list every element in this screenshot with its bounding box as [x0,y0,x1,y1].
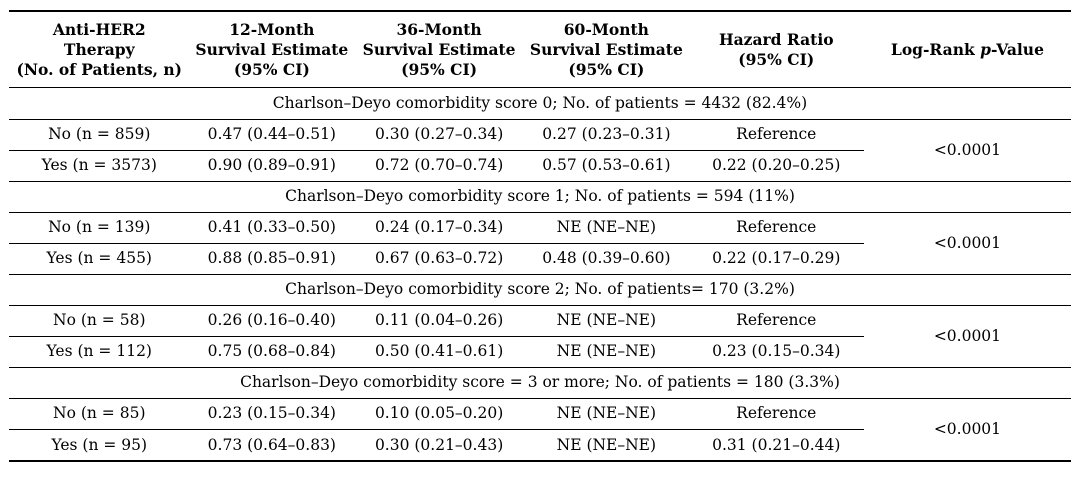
survival-36m-cell: 0.10 (0.05–0.20) [354,398,525,431]
survival-60m-cell: NE (NE–NE) [524,336,689,368]
survival-36m-cell: 0.30 (0.21–0.43) [374,435,504,454]
survival-12m-cell: 0.23 (0.15–0.34) [189,398,355,431]
survival-36m-cell: 0.24 (0.17–0.34) [354,212,525,244]
survival-12m-cell: 0.26 (0.16–0.40) [189,305,355,337]
section-title: Charlson–Deyo comorbidity score 2; No. o… [9,273,1071,306]
p-value-cell: <0.0001 [863,305,1071,368]
p-value-cell: <0.0001 [933,419,1002,438]
survival-12m-cell: 0.73 (0.64–0.83) [207,435,336,454]
p-value-cell: <0.0001 [863,119,1071,182]
table-row: No (n = 859) 0.47 (0.44–0.51) 0.30 (0.27… [9,119,1071,182]
table-row: Yes (n = 95) 0.73 (0.64–0.83) 0.30 (0.21… [9,430,1071,462]
table-row: No (n = 139) 0.41 (0.33–0.50) 0.24 (0.17… [9,212,1071,275]
section-title: Charlson–Deyo comorbidity score = 3 or m… [9,366,1071,399]
section-title-row: Charlson–Deyo comorbidity score 2; No. o… [9,273,1071,306]
survival-estimates-table: Anti-HER2 Therapy (No. of Patients, n) 1… [9,10,1071,463]
therapy-cell: Yes (n = 95) [51,435,148,454]
survival-36m-cell: 0.30 (0.27–0.34) [354,119,525,151]
survival-60m-cell: NE (NE–NE) [524,212,689,244]
hazard-ratio-cell: 0.22 (0.20–0.25) [688,150,864,182]
p-value-header-suffix: -Value [990,39,1044,59]
table-row: Yes (n = 455) 0.88 (0.85–0.91) 0.67 (0.6… [9,243,1071,275]
col-header-36-month: 36-Month Survival Estimate (95% CI) [354,11,525,89]
p-value-header-italic-p: p [980,39,991,59]
therapy-cell: No (n = 859) [9,119,190,151]
survival-60m-cell: 0.27 (0.23–0.31) [524,119,689,151]
hazard-ratio-cell: 0.22 (0.17–0.29) [688,243,864,275]
survival-36m-cell: 0.67 (0.63–0.72) [354,243,525,275]
section-title: Charlson–Deyo comorbidity score 1; No. o… [9,180,1071,213]
section-title-row: Charlson–Deyo comorbidity score = 3 or m… [9,366,1071,399]
hazard-ratio-cell: Reference [688,305,864,337]
table-row: No (n = 58) 0.26 (0.16–0.40) 0.11 (0.04–… [9,305,1071,368]
col-header-60-month: 60-Month Survival Estimate (95% CI) [524,11,689,89]
p-value-cell: <0.0001 [863,212,1071,275]
survival-60m-cell: NE (NE–NE) [524,398,689,431]
survival-12m-cell: 0.88 (0.85–0.91) [189,243,355,275]
survival-12m-cell: 0.75 (0.68–0.84) [189,336,355,368]
hazard-ratio-cell: 0.31 (0.21–0.44) [712,435,841,454]
col-header-12-month: 12-Month Survival Estimate (95% CI) [189,11,355,89]
therapy-cell: Yes (n = 3573) [9,150,190,182]
therapy-cell: No (n = 139) [9,212,190,244]
therapy-cell: No (n = 85) [9,398,190,431]
therapy-cell: Yes (n = 112) [9,336,190,368]
survival-12m-cell: 0.90 (0.89–0.91) [189,150,355,182]
therapy-cell: No (n = 58) [9,305,190,337]
survival-60m-cell: 0.57 (0.53–0.61) [524,150,689,182]
survival-12m-cell: 0.47 (0.44–0.51) [189,119,355,151]
hazard-ratio-cell: 0.23 (0.15–0.34) [688,336,864,368]
col-header-log-rank-p-value: Log-Rank p-Value [863,11,1071,89]
therapy-cell: Yes (n = 455) [9,243,190,275]
table-row: No (n = 85) 0.23 (0.15–0.34) 0.10 (0.05–… [9,398,1071,437]
p-value-header-prefix: Log-Rank [890,39,981,59]
survival-36m-cell: 0.72 (0.70–0.74) [354,150,525,182]
survival-60m-cell: NE (NE–NE) [524,305,689,337]
hazard-ratio-cell: Reference [688,119,864,151]
hazard-ratio-cell: Reference [688,212,864,244]
survival-60m-cell: NE (NE–NE) [556,435,657,454]
survival-36m-cell: 0.50 (0.41–0.61) [354,336,525,368]
section-title: Charlson–Deyo comorbidity score 0; No. o… [9,87,1071,120]
survival-12m-cell: 0.41 (0.33–0.50) [189,212,355,244]
header-row: Anti-HER2 Therapy (No. of Patients, n) 1… [9,11,1071,89]
section-title-row: Charlson–Deyo comorbidity score 1; No. o… [9,180,1071,213]
hazard-ratio-cell: Reference [688,398,864,431]
col-header-therapy: Anti-HER2 Therapy (No. of Patients, n) [9,11,190,89]
col-header-hazard-ratio: Hazard Ratio (95% CI) [688,11,864,89]
survival-36m-cell: 0.11 (0.04–0.26) [354,305,525,337]
section-title-row: Charlson–Deyo comorbidity score 0; No. o… [9,87,1071,120]
survival-60m-cell: 0.48 (0.39–0.60) [524,243,689,275]
